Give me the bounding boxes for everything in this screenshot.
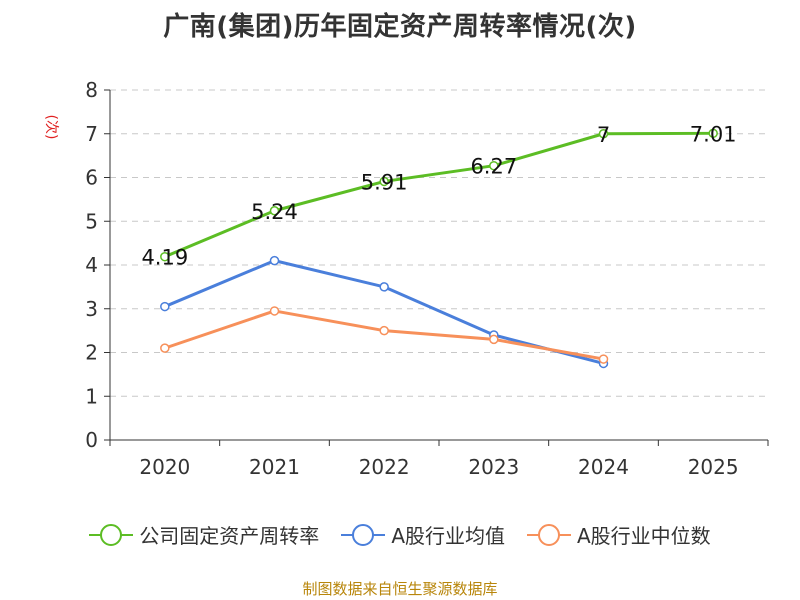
series-3-point (489, 334, 499, 345)
series-1-data-label: 5.91 (361, 170, 408, 194)
legend-item-3[interactable]: A股行业中位数 (527, 520, 711, 549)
grid-lines (110, 89, 768, 397)
series-1-data-label: 7 (597, 123, 610, 147)
series-1-line (164, 131, 714, 259)
y-tick-label: 4 (85, 253, 98, 277)
legend-swatch-icon (527, 523, 571, 546)
y-tick-label: 8 (85, 78, 98, 102)
legend-swatch-icon (89, 523, 134, 546)
legend-swatch-icon (341, 523, 386, 546)
series-1-point (708, 128, 718, 139)
data-source-footer: 制图数据来自恒生聚源数据库 (302, 580, 498, 598)
axes: 0 1 2 3 4 5 6 7 8 2020 2021 2022 2023 2024 2025 (85, 78, 769, 479)
x-tick-label: 2021 (249, 455, 300, 479)
series-1-point (269, 206, 280, 216)
y-tick-label: 2 (85, 341, 98, 365)
series-lines (160, 128, 718, 369)
x-tick-label: 2023 (468, 455, 519, 479)
series-2-point (379, 282, 389, 292)
series-1-point (489, 160, 499, 171)
series-1-point (379, 176, 389, 187)
series-3-point (598, 354, 609, 364)
x-tick-label: 2024 (578, 455, 629, 479)
y-tick-label: 1 (85, 384, 98, 408)
x-tick-label: 2020 (139, 455, 190, 479)
series-1-data-label: 7.01 (690, 122, 737, 146)
series-3-point (160, 343, 170, 353)
legend-label: A股行业均值 (391, 524, 505, 548)
series-3-point (269, 306, 280, 316)
x-tick-label: 2025 (688, 455, 739, 479)
series-2-point (160, 301, 170, 312)
series-1-data-label: 5.24 (251, 200, 298, 224)
y-tick-label: 7 (85, 122, 98, 146)
series-3-point (379, 325, 389, 336)
legend-label: 公司固定资产周转率 (139, 524, 320, 548)
legend-item-2[interactable]: A股行业均值 (341, 520, 505, 549)
series-1-data-label: 4.19 (141, 246, 188, 270)
x-tick-label: 2022 (359, 455, 410, 479)
y-tick-label: 0 (85, 428, 98, 452)
series-1-point (598, 129, 609, 139)
series-1-point (160, 251, 170, 262)
legend-item-1[interactable]: 公司固定资产周转率 (89, 520, 319, 549)
y-tick-label: 5 (85, 209, 98, 233)
y-tick-label: 6 (85, 166, 98, 190)
series-1-data-label: 6.27 (470, 155, 517, 179)
data-labels: 4.19 5.24 5.91 6.27 7 7.01 (141, 122, 736, 269)
y-axis-label: (次) (43, 115, 59, 140)
chart-legend: 公司固定资产周转率 A股行业均值 A股行业中位数 (0, 520, 800, 549)
series-2-point (269, 255, 280, 266)
legend-label: A股行业中位数 (577, 524, 711, 548)
y-tick-label: 3 (85, 297, 98, 321)
chart-title: 广南(集团)历年固定资产周转率情况(次) (163, 12, 637, 42)
